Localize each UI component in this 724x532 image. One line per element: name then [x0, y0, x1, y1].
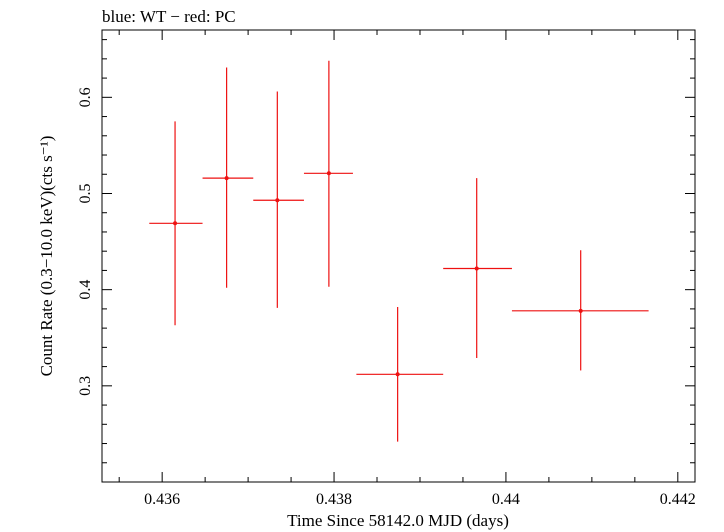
y-tick-label: 0.6: [77, 87, 94, 107]
x-tick-label: 0.438: [316, 491, 352, 508]
y-tick-label: 0.3: [77, 376, 94, 396]
point-marker: [275, 198, 280, 203]
y-axis-label: Count Rate (0.3−10.0 keV)(cts s⁻¹): [37, 136, 56, 377]
data-point: [202, 67, 254, 288]
point-marker: [395, 372, 400, 377]
y-tick-label: 0.5: [77, 183, 94, 203]
point-marker: [173, 221, 178, 226]
data-point: [511, 250, 649, 371]
point-marker: [224, 176, 229, 181]
x-tick-label: 0.436: [144, 491, 180, 508]
data-points: [149, 60, 649, 442]
data-point: [443, 178, 512, 358]
data-point: [356, 306, 444, 442]
data-point: [253, 91, 304, 308]
plot-frame: [101, 29, 696, 483]
axis-tick-labels: 0.436 0.438 0.44 0.442 0.3 0.4 0.5 0.6: [77, 87, 696, 508]
chart-title: blue: WT − red: PC: [102, 7, 236, 26]
x-tick-label: 0.44: [492, 491, 520, 508]
y-tick-label: 0.4: [77, 280, 94, 300]
axis-ticks: [102, 30, 695, 483]
data-point: [149, 121, 203, 326]
x-tick-label: 0.442: [660, 491, 696, 508]
point-marker: [326, 171, 331, 176]
point-marker: [578, 308, 583, 313]
data-point: [303, 60, 353, 287]
x-axis-label: Time Since 58142.0 MJD (days): [287, 511, 509, 530]
point-marker: [474, 266, 479, 271]
